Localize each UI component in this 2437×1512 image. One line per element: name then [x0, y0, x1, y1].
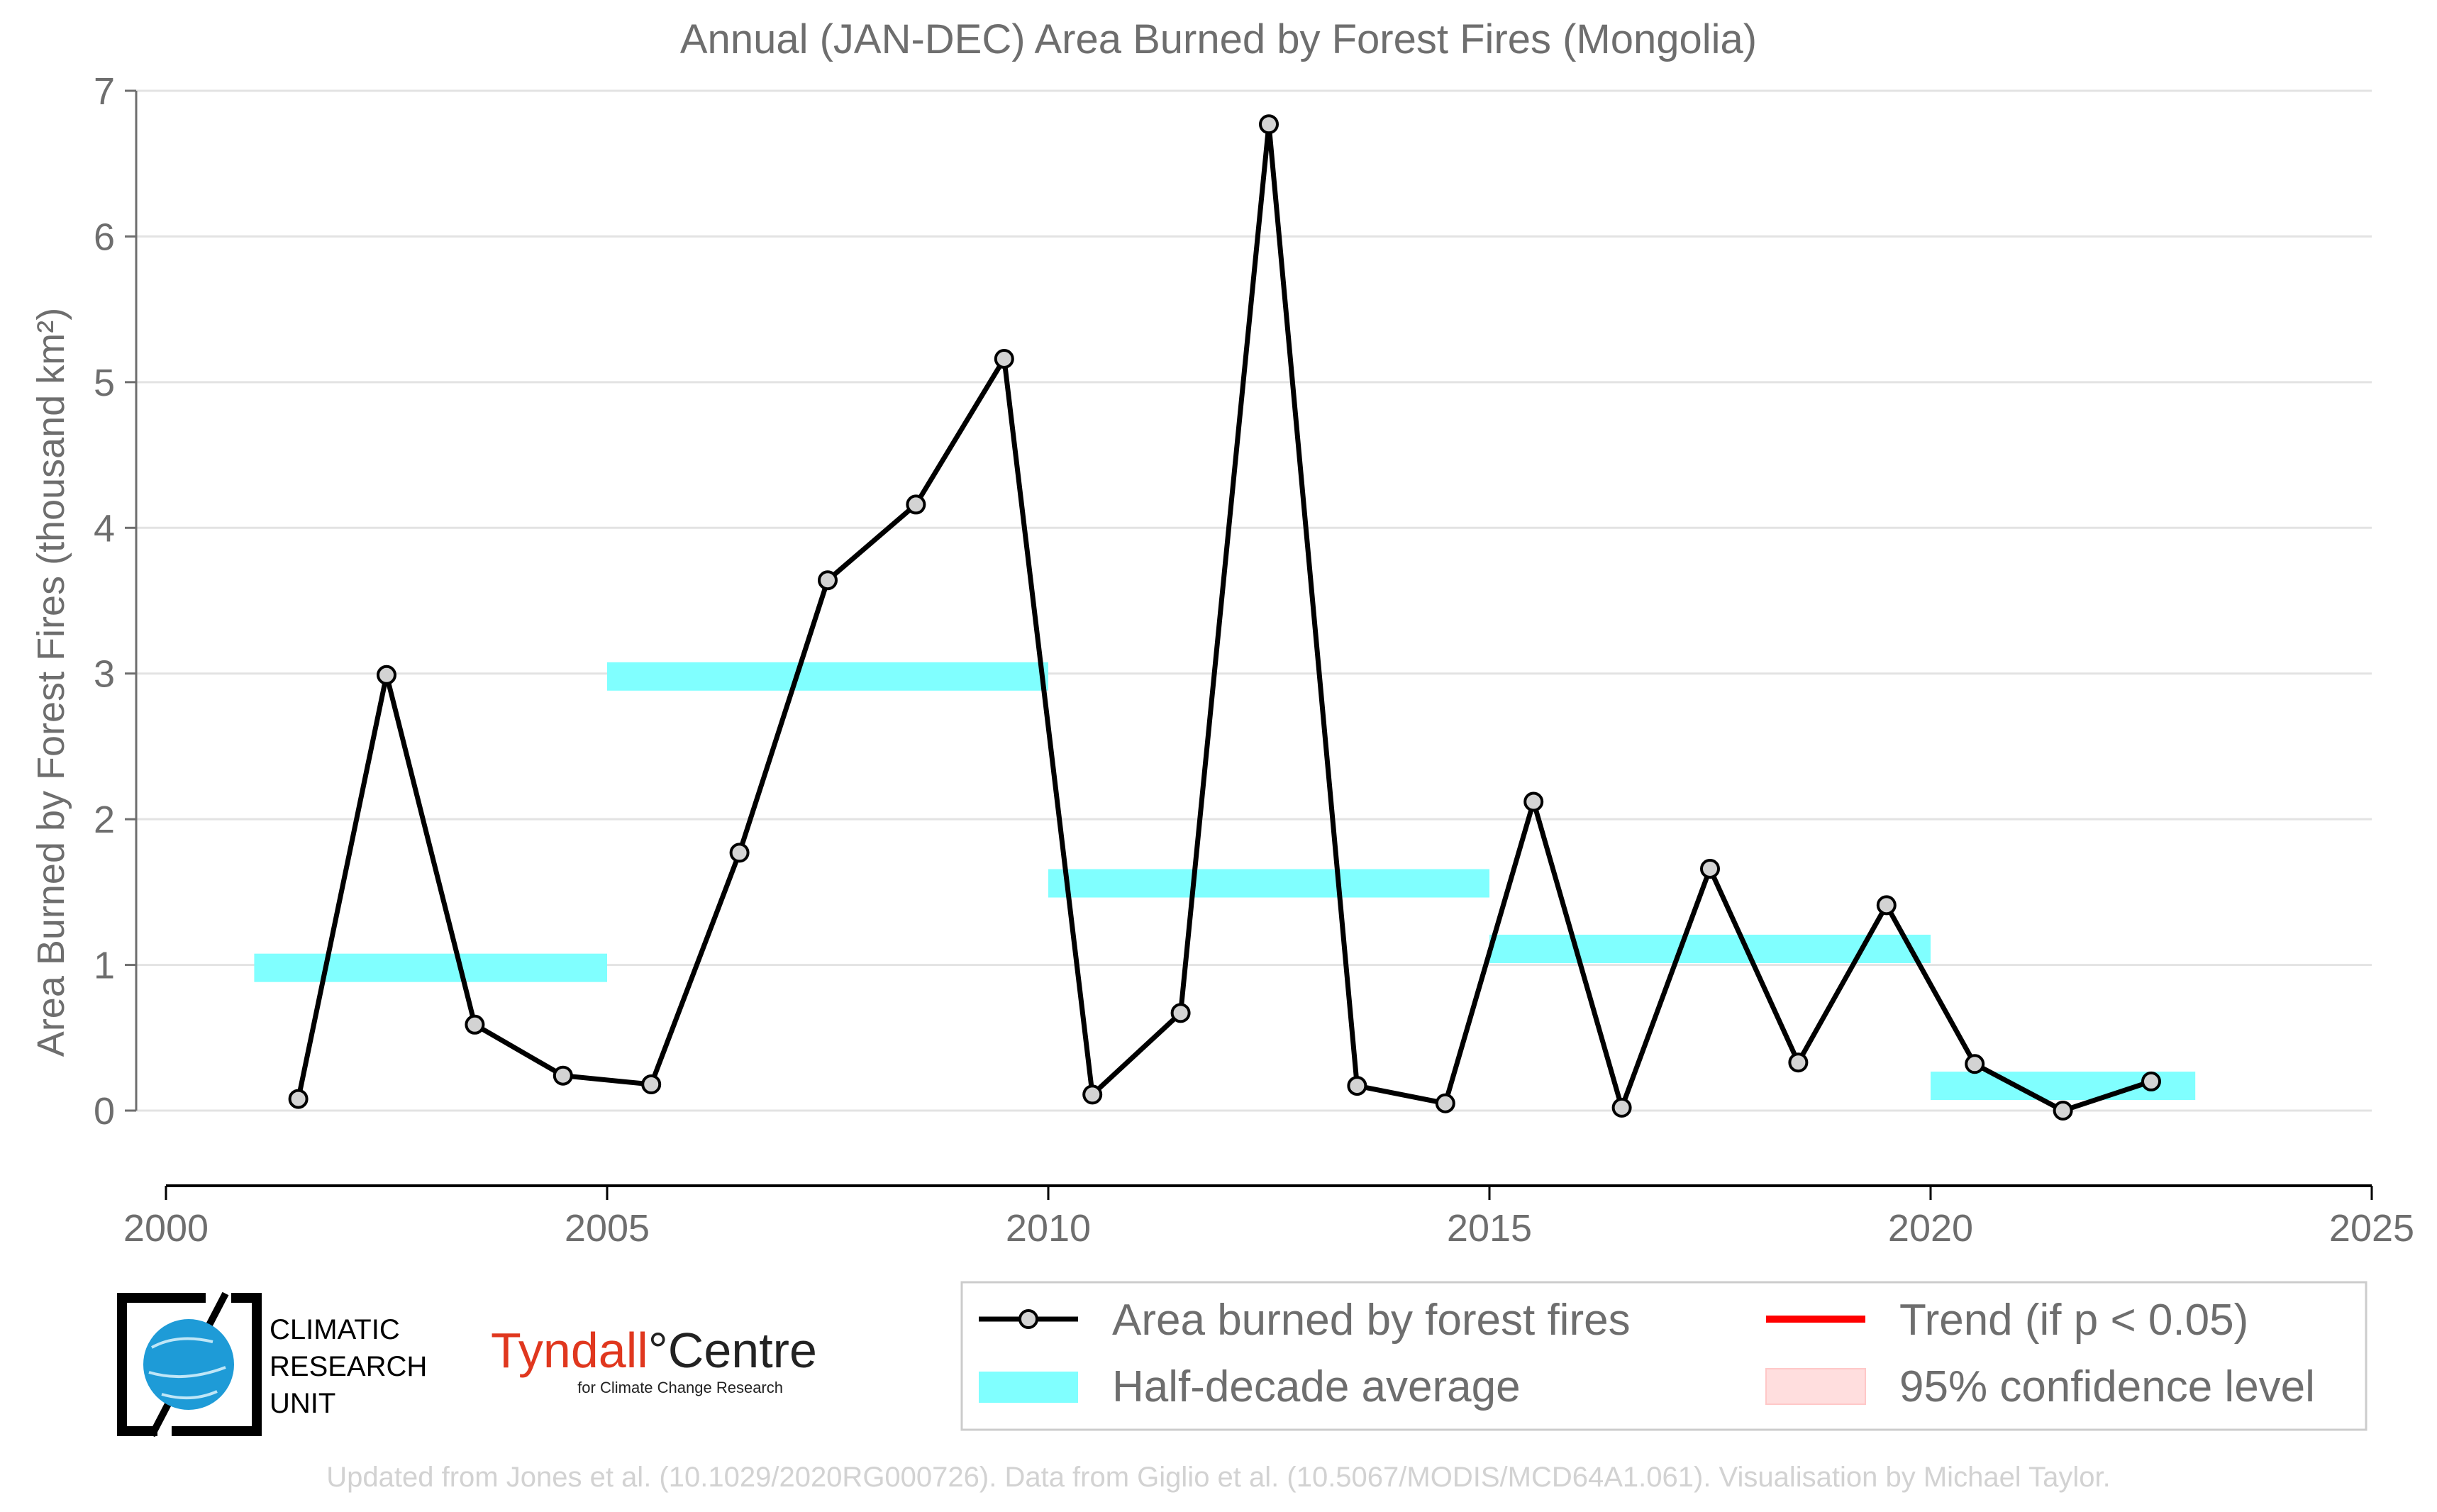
axes: 0 1 2 3 4 5 6 7 2000 2005 2010 2015 2020 2025 — [94, 70, 2414, 1250]
credit-line: Updated from Jones et al. (10.1029/2020R… — [326, 1462, 2110, 1493]
legend-box — [960, 1281, 2367, 1431]
x-tick-label-2015: 2015 — [1447, 1207, 1532, 1250]
y-tick-label-7: 7 — [94, 70, 115, 113]
data-point-10 — [1170, 1003, 1191, 1023]
legend-band-swatch — [979, 1372, 1078, 1403]
y-tick-label-6: 6 — [94, 216, 115, 258]
legend: Area burned by forest fires Trend (if p … — [960, 1281, 2367, 1431]
legend-label-trend: Trend (if p < 0.05) — [1899, 1296, 2248, 1345]
data-point-19 — [1965, 1054, 1985, 1074]
data-point-17 — [1788, 1052, 1809, 1073]
half-decade-bar-1 — [607, 662, 1048, 691]
data-point-0 — [288, 1089, 309, 1109]
y-tick-label-4: 4 — [94, 507, 115, 550]
half-decade-bar-2 — [1048, 869, 1489, 898]
data-point-21 — [2141, 1071, 2161, 1091]
half-decade-bar-0 — [254, 953, 607, 982]
legend-confidence-swatch — [1765, 1368, 1866, 1405]
data-point-11 — [1259, 114, 1279, 135]
x-tick-label-2005: 2005 — [565, 1207, 650, 1250]
data-point-20 — [2053, 1101, 2073, 1121]
data-point-1 — [377, 665, 396, 685]
y-tick-label-5: 5 — [94, 362, 115, 404]
data-point-9 — [1082, 1084, 1103, 1105]
x-tick-label-2020: 2020 — [1888, 1207, 1973, 1250]
tyndall-subtitle: for Climate Change Research — [577, 1379, 783, 1396]
data-point-5 — [729, 843, 750, 863]
x-tick-label-2010: 2010 — [1006, 1207, 1091, 1250]
half-decade-bands — [254, 662, 2196, 1101]
data-point-18 — [1876, 895, 1897, 916]
data-point-8 — [994, 348, 1014, 369]
chart-title: Annual (JAN-DEC) Area Burned by Forest F… — [680, 16, 1757, 62]
data-point-4 — [641, 1074, 662, 1095]
data-point-16 — [1700, 858, 1720, 879]
data-point-13 — [1435, 1093, 1455, 1113]
data-point-14 — [1523, 791, 1544, 812]
data-points — [288, 114, 2161, 1121]
cru-bracket-right — [172, 1293, 262, 1436]
legend-label-confidence: 95% confidence level — [1899, 1362, 2315, 1411]
tyndall-centre: °Centre — [648, 1323, 817, 1378]
y-tick-label-1: 1 — [94, 945, 115, 987]
x-tick-label-2025: 2025 — [2329, 1207, 2414, 1250]
data-point-2 — [465, 1014, 485, 1035]
y-tick-label-3: 3 — [94, 653, 115, 696]
cru-line-3: UNIT — [270, 1388, 335, 1419]
globe-lines-icon — [148, 1337, 226, 1400]
series-line — [296, 121, 2153, 1113]
area-burned-line — [296, 121, 2153, 1113]
y-axis-label: Area Burned by Forest Fires (thousand km… — [30, 308, 72, 1057]
y-tick-label-2: 2 — [94, 799, 115, 841]
tyndall-name: Tyndall — [491, 1323, 648, 1378]
legend-label-half-decade: Half-decade average — [1112, 1362, 1521, 1411]
legend-label-area: Area burned by forest fires — [1112, 1296, 1631, 1345]
legend-marker-swatch — [1018, 1309, 1038, 1329]
x-tick-label-2000: 2000 — [123, 1207, 209, 1250]
data-point-3 — [553, 1065, 573, 1086]
data-point-7 — [906, 494, 926, 515]
y-tick-label-0: 0 — [94, 1090, 115, 1133]
tyndall-logo: Tyndall°Centre for Climate Change Resear… — [491, 1323, 817, 1396]
data-point-15 — [1611, 1097, 1632, 1118]
cru-logo: CLIMATIC RESEARCH UNIT — [117, 1291, 427, 1438]
tyndall-wordmark: Tyndall°Centre — [491, 1323, 817, 1378]
data-point-12 — [1347, 1076, 1367, 1096]
cru-line-1: CLIMATIC — [270, 1314, 400, 1345]
data-point-6 — [818, 570, 838, 591]
cru-bracket-left — [117, 1293, 206, 1436]
globe-icon — [143, 1319, 234, 1410]
cru-line-2: RESEARCH — [270, 1351, 427, 1382]
